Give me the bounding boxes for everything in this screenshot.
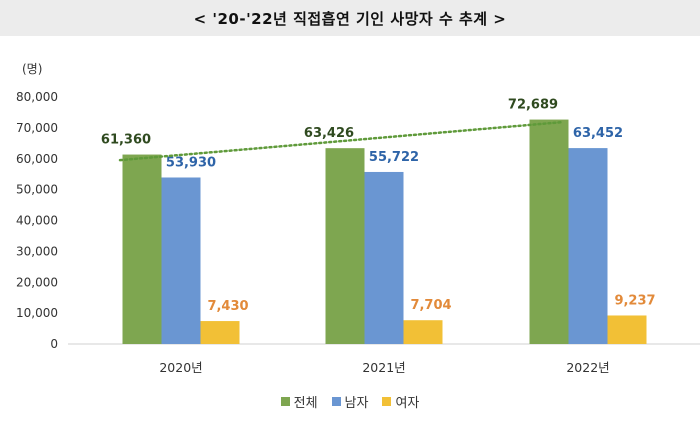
data-label: 55,722 xyxy=(369,150,419,165)
y-tick-label: 0 xyxy=(50,337,58,351)
y-tick-label: 20,000 xyxy=(16,275,58,289)
y-tick-label: 40,000 xyxy=(16,214,58,228)
trendline xyxy=(118,120,565,162)
legend-label-male: 남자 xyxy=(344,396,369,411)
x-tick-label: 2020년 xyxy=(159,360,202,375)
legend-item-male: 남자 xyxy=(331,392,369,411)
y-axis-unit: (명) xyxy=(22,62,43,76)
data-label: 9,237 xyxy=(614,293,655,308)
data-label: 61,360 xyxy=(101,133,151,148)
legend-swatch-female xyxy=(382,397,392,406)
data-label: 63,426 xyxy=(304,126,354,141)
bar-female xyxy=(200,321,240,344)
bar-female xyxy=(607,315,647,344)
legend-label-total: 전체 xyxy=(293,396,318,411)
data-label: 53,930 xyxy=(166,155,216,170)
x-tick-label: 2022년 xyxy=(566,360,609,375)
data-label: 7,704 xyxy=(410,298,451,313)
chart-legend: 전체 남자 여자 xyxy=(0,392,700,411)
data-label: 63,452 xyxy=(573,126,623,141)
bar-male xyxy=(568,148,608,344)
y-tick-label: 60,000 xyxy=(16,152,58,166)
bar-female xyxy=(403,320,443,344)
chart-title: < '20-'22년 직접흡연 기인 사망자 수 추계 > xyxy=(193,9,507,28)
legend-label-female: 여자 xyxy=(395,396,420,411)
y-tick-label: 80,000 xyxy=(16,90,58,104)
bar-male xyxy=(161,177,201,344)
data-label: 7,430 xyxy=(207,299,248,314)
chart-title-bar: < '20-'22년 직접흡연 기인 사망자 수 추계 > xyxy=(0,0,700,36)
x-tick-label: 2021년 xyxy=(362,360,405,375)
legend-item-total: 전체 xyxy=(280,392,318,411)
bar-total xyxy=(122,154,162,344)
y-tick-label: 30,000 xyxy=(16,244,58,258)
y-tick-label: 10,000 xyxy=(16,306,58,320)
bar-male xyxy=(364,171,404,344)
legend-swatch-total xyxy=(280,397,290,406)
y-tick-label: 70,000 xyxy=(16,121,58,135)
bar-total xyxy=(325,148,365,344)
legend-item-female: 여자 xyxy=(382,392,419,411)
legend-swatch-male xyxy=(331,397,341,406)
data-label: 72,689 xyxy=(508,98,558,113)
bar-total xyxy=(529,119,569,344)
y-tick-label: 50,000 xyxy=(16,183,58,197)
